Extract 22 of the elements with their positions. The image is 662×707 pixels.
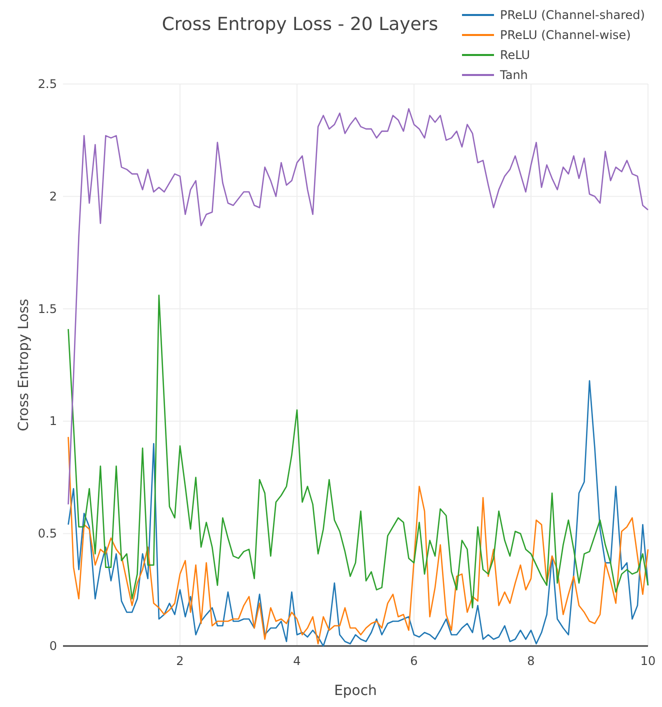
x-tick-label: 10: [640, 654, 656, 668]
y-tick-label: 0.5: [38, 526, 57, 541]
y-tick-label: 2: [49, 189, 57, 204]
y-tick-label: 2.5: [38, 77, 57, 91]
y-tick-label: 0: [49, 639, 57, 653]
y-tick-label: 1.5: [38, 302, 57, 316]
legend-label: PReLU (Channel-wise): [500, 28, 631, 42]
line-series: [68, 380, 649, 647]
line-series: [68, 108, 649, 506]
x-tick-label: 8: [527, 654, 535, 668]
y-axis-title: Cross Entropy Loss: [16, 298, 32, 432]
x-tick-label: 4: [293, 654, 301, 668]
legend-label: Tanh: [499, 68, 528, 82]
x-axis-title: Epoch: [334, 683, 377, 699]
x-tick-label: 6: [410, 654, 418, 668]
legend-label: ReLU: [500, 48, 530, 62]
chart-title: Cross Entropy Loss - 20 Layers: [162, 14, 438, 35]
legend-label: PReLU (Channel-shared): [500, 8, 645, 22]
y-tick-label: 1: [49, 414, 57, 428]
line-series: [68, 294, 649, 608]
x-tick-label: 2: [176, 654, 184, 668]
line-series: [68, 436, 649, 644]
